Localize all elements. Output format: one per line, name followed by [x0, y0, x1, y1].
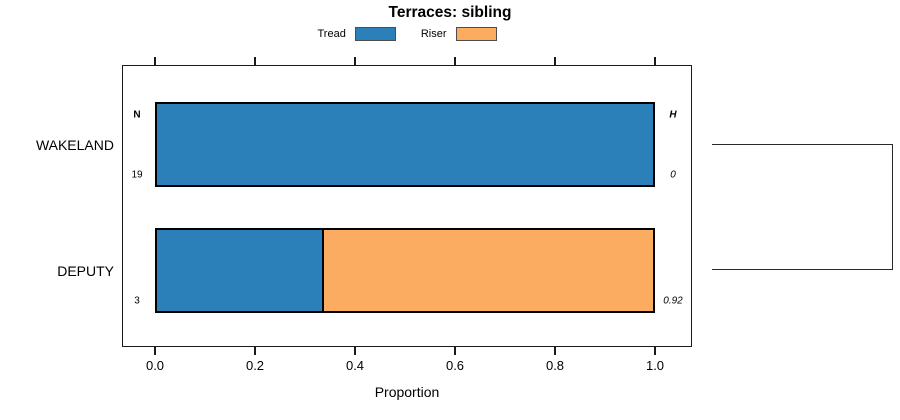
legend-entry-tread: Tread — [317, 26, 396, 41]
legend-label: Tread — [317, 27, 346, 40]
legend-entry-riser: Riser — [420, 26, 497, 41]
category-label-wakeland: WAKELAND — [35, 136, 114, 153]
x-axis-tick-bottom — [654, 347, 656, 355]
bar-row-deputy — [155, 228, 655, 313]
x-axis-tick-label: 0.4 — [345, 358, 365, 373]
n-value-wakeland: 19 — [131, 169, 143, 181]
x-axis-tick-label: 0.0 — [145, 358, 165, 373]
h-value-wakeland: 0 — [670, 169, 676, 181]
legend: Tread Riser — [122, 25, 692, 42]
legend-swatch-riser — [455, 26, 497, 41]
x-axis-tick-top — [654, 57, 656, 65]
x-axis-tick-label: 0.2 — [245, 358, 265, 373]
x-axis-tick-label: 1.0 — [645, 358, 665, 373]
x-axis-tick-top — [554, 57, 556, 65]
x-axis-tick-top — [454, 57, 456, 65]
x-axis-tick-bottom — [454, 347, 456, 355]
x-axis-tick-label: 0.6 — [445, 358, 465, 373]
x-axis-title: Proportion — [374, 384, 440, 400]
h-column-header: H — [669, 109, 677, 121]
x-axis-tick-top — [154, 57, 156, 65]
n-column-header: N — [133, 109, 141, 121]
legend-label: Riser — [420, 27, 447, 40]
x-axis-tick-label: 0.8 — [545, 358, 565, 373]
category-label-deputy: DEPUTY — [57, 262, 114, 279]
n-value-deputy: 3 — [134, 295, 140, 307]
bar-segment-tread — [157, 230, 323, 311]
chart-title: Terraces: sibling — [388, 4, 512, 21]
h-value-deputy: 0.92 — [663, 295, 683, 307]
dendrogram-bracket — [712, 144, 893, 270]
legend-swatch-tread — [354, 26, 396, 41]
x-axis-tick-bottom — [554, 347, 556, 355]
x-axis-tick-top — [254, 57, 256, 65]
bar-segment-riser — [322, 230, 653, 311]
bar-row-wakeland — [155, 102, 655, 187]
x-axis-tick-top — [354, 57, 356, 65]
x-axis-tick-bottom — [254, 347, 256, 355]
bar-segment-tread — [157, 104, 653, 185]
x-axis-tick-bottom — [154, 347, 156, 355]
x-axis-tick-bottom — [354, 347, 356, 355]
